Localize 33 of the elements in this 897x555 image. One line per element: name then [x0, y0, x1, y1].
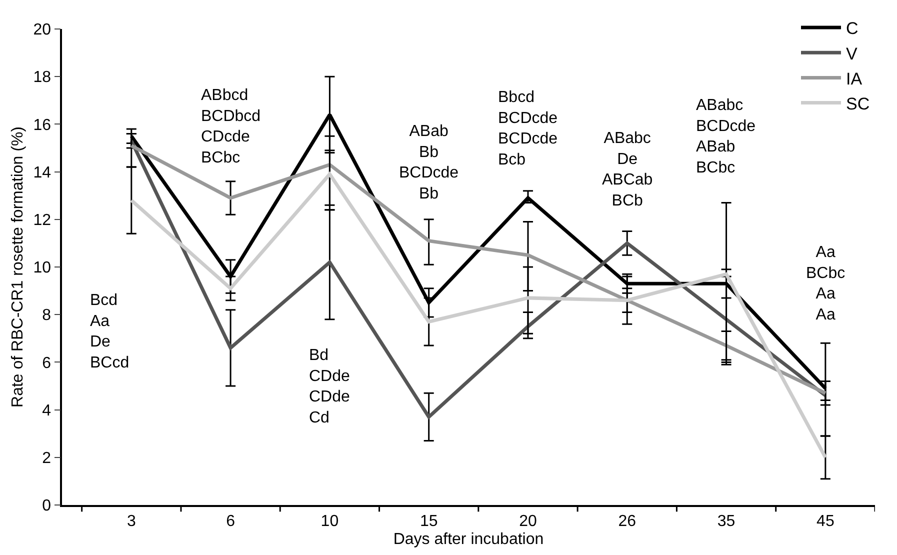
y-axis-title: Rate of RBC-CR1 rosette formation (%) [10, 126, 27, 408]
x-axis-title: Days after incubation [393, 531, 544, 548]
x-tick-label: 3 [126, 512, 136, 530]
y-tick-label: 4 [42, 402, 52, 420]
x-tick-label: 20 [519, 512, 537, 530]
annotation: ABbcd BCDbcd CDcde BCbc [201, 87, 261, 166]
y-tick-label: 18 [33, 69, 52, 86]
x-tick-label: 6 [226, 512, 236, 530]
annotation: Bbcd BCDcde BCDcde Bcb [498, 89, 558, 168]
y-tick-label: 10 [33, 260, 52, 277]
y-tick-label: 20 [33, 22, 52, 39]
x-tick-label: 26 [618, 512, 636, 530]
x-tick-label: 15 [420, 512, 438, 530]
annotation: ABabc BCDcde ABab BCbc [696, 97, 756, 176]
legend-label: C [846, 19, 858, 38]
y-tick-label: 8 [42, 307, 52, 324]
annotation: ABabc De ABCab BCb [602, 130, 653, 210]
y-tick-label: 16 [33, 116, 52, 134]
legend-label: SC [846, 94, 870, 114]
y-tick-label: 14 [33, 164, 52, 182]
annotation: ABab Bb BCDcde Bb [399, 123, 459, 202]
x-tick-label: 10 [320, 512, 339, 530]
annotation: Bd CDde CDde Cd [309, 347, 350, 426]
y-tick-label: 0 [42, 498, 52, 515]
annotation: Aa BCbc Aa Aa [806, 244, 846, 324]
x-tick-label: 35 [717, 512, 736, 530]
y-tick-label: 12 [33, 212, 52, 229]
legend-label: V [846, 44, 858, 64]
legend-label: IA [846, 69, 863, 88]
y-tick-label: 6 [42, 354, 52, 372]
annotation: Bcd Aa De BCcd [90, 292, 130, 372]
y-tick-label: 2 [42, 450, 52, 467]
x-tick-label: 45 [816, 512, 834, 530]
